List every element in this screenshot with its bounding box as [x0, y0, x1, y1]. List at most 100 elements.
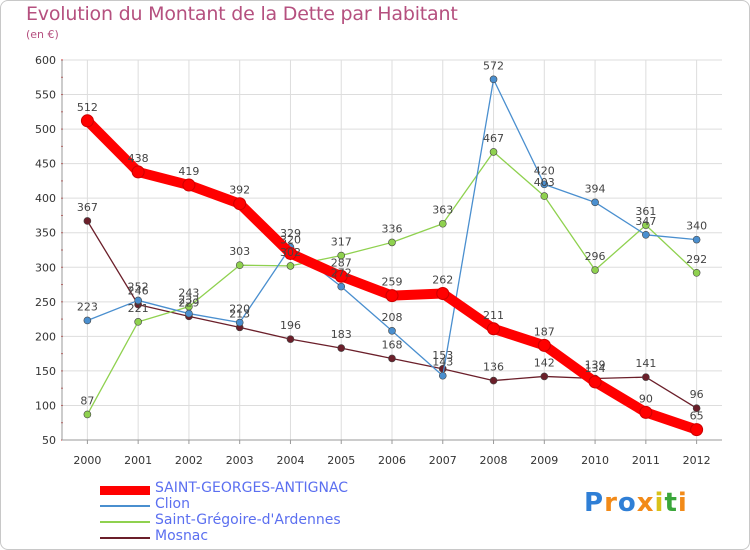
- data-point: [83, 217, 92, 225]
- data-label: 213: [229, 307, 250, 320]
- legend-label: Saint-Grégoire-d'Ardennes: [155, 512, 341, 528]
- x-tick-label: 2003: [226, 454, 254, 467]
- data-label: 292: [686, 253, 707, 266]
- legend-swatch: [100, 485, 150, 495]
- data-point: [692, 404, 701, 413]
- data-point: [540, 180, 549, 189]
- x-tick-label: 2012: [683, 454, 711, 467]
- data-point: [83, 316, 92, 325]
- data-point: [642, 373, 650, 381]
- data-point: [489, 148, 498, 156]
- logo-letter: P: [584, 488, 605, 518]
- x-tick-label: 2005: [327, 454, 355, 467]
- data-label: 336: [382, 222, 403, 235]
- data-point: [283, 246, 297, 260]
- data-label: 90: [639, 392, 653, 405]
- data-label: 208: [382, 311, 403, 324]
- x-tick-label: 2002: [175, 454, 203, 467]
- data-label: 392: [229, 184, 250, 197]
- data-point: [591, 266, 599, 274]
- data-point: [639, 405, 653, 419]
- y-tick-label: 50: [42, 434, 56, 447]
- data-label: 419: [178, 165, 199, 178]
- data-label: 272: [331, 267, 352, 280]
- data-point: [642, 221, 650, 229]
- x-tick-label: 2011: [632, 454, 660, 467]
- y-tick-label: 150: [35, 365, 56, 378]
- data-point: [438, 371, 447, 380]
- data-point: [540, 372, 549, 381]
- data-label: 220: [229, 303, 250, 316]
- data-label: 143: [432, 356, 453, 369]
- y-tick-label: 600: [35, 54, 56, 67]
- data-label: 139: [585, 359, 606, 372]
- data-point: [388, 354, 396, 363]
- x-tick-label: 2001: [124, 454, 152, 467]
- data-point: [80, 114, 94, 128]
- data-point: [185, 309, 193, 318]
- data-label: 243: [178, 287, 199, 300]
- data-point: [436, 287, 450, 301]
- data-label: 168: [382, 338, 403, 351]
- y-tick-label: 250: [35, 296, 56, 309]
- data-label: 296: [585, 250, 606, 263]
- data-label: 394: [585, 182, 606, 195]
- data-point: [337, 251, 346, 260]
- data-point: [540, 192, 549, 200]
- y-tick-label: 350: [35, 227, 56, 240]
- chart-unit-label: (en €): [26, 28, 59, 41]
- data-label: 229: [178, 296, 199, 309]
- data-point: [286, 262, 295, 270]
- data-point: [235, 318, 244, 327]
- data-point: [591, 198, 599, 207]
- data-point: [692, 268, 701, 277]
- data-point: [690, 423, 704, 437]
- legend-swatch: [100, 521, 150, 523]
- data-point: [487, 322, 501, 336]
- data-label: 347: [635, 215, 656, 228]
- data-label: 303: [229, 245, 250, 258]
- y-tick-label: 100: [35, 399, 56, 412]
- data-label: 153: [432, 349, 453, 362]
- data-point: [388, 238, 396, 247]
- data-point: [337, 282, 346, 291]
- data-point: [385, 289, 399, 303]
- data-label: 363: [432, 204, 453, 217]
- x-tick-label: 2008: [480, 454, 508, 467]
- proxiti-logo: Proxiti: [584, 488, 688, 518]
- y-tick-label: 200: [35, 330, 56, 343]
- logo-letter: r: [604, 488, 618, 518]
- data-label: 467: [483, 132, 504, 145]
- logo-letter: i: [677, 488, 688, 518]
- data-label: 141: [635, 357, 656, 370]
- data-label: 302: [280, 246, 301, 259]
- data-label: 223: [77, 300, 98, 313]
- data-label: 259: [382, 276, 403, 289]
- data-label: 317: [331, 236, 352, 249]
- y-tick-label: 500: [35, 123, 56, 136]
- data-label: 361: [635, 205, 656, 218]
- data-label: 287: [331, 256, 352, 269]
- data-label: 134: [585, 362, 606, 375]
- data-label: 420: [534, 164, 555, 177]
- x-tick-label: 2007: [429, 454, 457, 467]
- line-chart-plot: 50 100 150 200 250 300 350 400 450 500 550 600 2000 2…: [35, 54, 722, 467]
- data-point: [588, 375, 602, 389]
- data-label: 87: [80, 394, 94, 407]
- data-label: 340: [686, 220, 707, 233]
- data-label: 221: [128, 302, 149, 315]
- data-point: [134, 318, 142, 326]
- data-label: 246: [128, 285, 149, 298]
- data-point: [438, 219, 447, 228]
- data-label: 512: [77, 101, 98, 114]
- x-tick-label: 2009: [530, 454, 558, 467]
- data-point: [235, 261, 244, 270]
- data-point: [131, 165, 145, 179]
- chart-title: Evolution du Montant de la Dette par Hab…: [26, 3, 458, 25]
- data-point: [334, 269, 348, 283]
- legend-label: Mosnac: [155, 528, 209, 544]
- data-point: [388, 327, 396, 335]
- data-label: 196: [280, 319, 301, 332]
- data-label: 65: [690, 410, 704, 423]
- data-point: [642, 231, 650, 239]
